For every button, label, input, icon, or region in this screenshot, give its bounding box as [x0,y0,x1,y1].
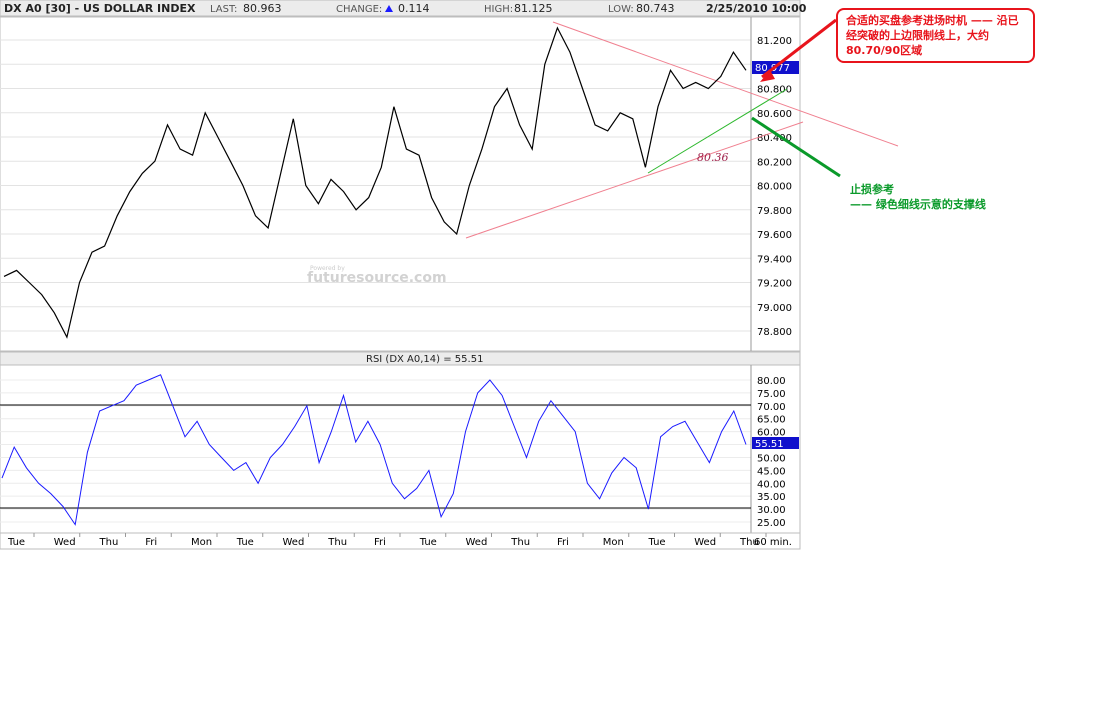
header-bar [0,0,801,17]
entry-arrow [761,18,837,79]
header-datetime: 2/25/2010 10:00 [706,2,807,15]
watermark: futuresource.com [307,270,447,286]
rsi-last-tag-text: 55.51 [755,439,784,450]
x-tick-label: Tue [7,537,25,548]
support-line [647,88,788,174]
x-tick-label: Fri [557,537,569,548]
rsi-series [1,374,747,526]
stop-title: 止损参考 [850,183,894,196]
price-grid [0,39,751,332]
resistance-line [552,21,899,147]
x-tick-label: Thu [510,537,530,548]
rsi-tick-label: 40.00 [757,479,786,490]
price-tick-label: 79.600 [757,230,792,241]
rsi-last-tag [752,437,799,449]
x-tick-label: Fri [145,537,157,548]
price-tick-label: 79.400 [757,254,792,265]
rsi-tick-label: 65.00 [757,415,786,426]
rsi-tick-label: 35.00 [757,492,786,503]
price-tick-label: 79.000 [757,303,792,314]
price-tick-label: 80.000 [757,182,792,193]
x-tick-label: Wed [466,537,488,548]
price-tick-label: 81.200 [757,36,792,47]
x-tick-label: Wed [694,537,716,548]
x-tick-label: Tue [419,537,437,548]
x-tick-label: Wed [283,537,305,548]
lower-trend-line [465,121,804,239]
rsi-tick-label: 50.00 [757,453,786,464]
rsi-tick-label: 60.00 [757,428,786,439]
stop-arrow [751,116,841,178]
rsi-tick-label: 80.00 [757,376,786,387]
x-tick-label: Mon [603,537,624,548]
price-panel [0,16,801,352]
x-tick-label: Tue [648,537,666,548]
rsi-tick-label: 70.00 [757,402,786,413]
rsi-y-axis: 80.0075.0070.0065.0060.0055.0050.0045.00… [757,376,786,529]
x-tick-label: Tue [236,537,254,548]
low-label: LOW: [608,4,634,15]
support-level-label: 80.36 [697,151,729,164]
interval-label: 60 min. [754,537,792,548]
last-label: LAST: [210,4,237,15]
rsi-tick-label: 75.00 [757,389,786,400]
x-tick-label: Fri [374,537,386,548]
last-value: 80.963 [243,2,282,15]
high-label: HIGH: [484,4,513,15]
rsi-tick-label: 25.00 [757,518,786,529]
x-tick-label: Mon [191,537,212,548]
x-tick-label: Thu [327,537,347,548]
change-up-icon [385,5,393,12]
change-label: CHANGE: [336,4,382,15]
x-tick-label: Wed [54,537,76,548]
x-axis: Tue Wed Thu Fri Mon Tue Wed Thu Fri Tue Wed Thu Fri M… [7,533,767,548]
rsi-tick-label: 45.00 [757,466,786,477]
low-value: 80.743 [636,2,675,15]
price-tick-label: 79.200 [757,279,792,290]
price-tick-label: 78.800 [757,327,792,338]
price-tick-label: 80.400 [757,133,792,144]
rsi-tick-label: 30.00 [757,505,786,516]
x-tick-label: Thu [739,537,759,548]
x-tick-label: Thu [99,537,119,548]
rsi-grid [0,379,751,523]
price-series [3,26,747,339]
entry-note-box: 合适的买盘参考进场时机 —— 沿已经突破的上边限制线上，大约80.70/90区域 [836,8,1035,63]
rsi-title: RSI (DX A0,14) = 55.51 [366,354,483,365]
stop-desc: —— 绿色细线示意的支撑线 [850,198,986,211]
high-value: 81.125 [514,2,553,15]
entry-note-text: 合适的买盘参考进场时机 —— 沿已经突破的上边限制线上，大约80.70/90区域 [846,14,1019,57]
entry-arrow-head [760,70,775,82]
change-value: 0.114 [398,2,430,15]
price-tick-label: 80.800 [757,85,792,96]
price-tick-label: 80.600 [757,109,792,120]
symbol-title: DX A0 [30] - US DOLLAR INDEX [4,2,196,15]
price-tick-label: 79.800 [757,206,792,217]
watermark-small: Powered by [310,265,345,272]
price-tick-label: 80.200 [757,157,792,168]
